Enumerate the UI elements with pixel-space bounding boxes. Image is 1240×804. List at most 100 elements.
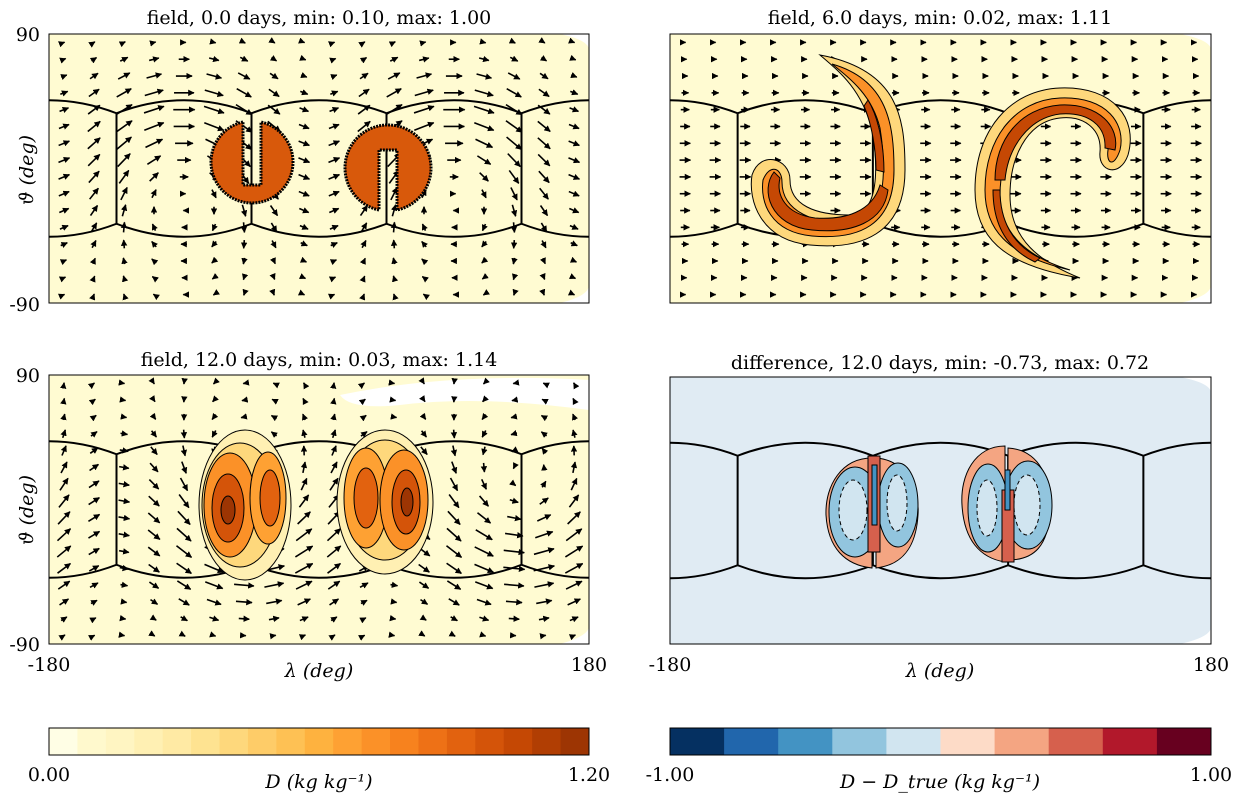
velocity-arrow — [481, 430, 488, 438]
velocity-arrow — [326, 545, 342, 558]
velocity-arrow — [504, 532, 524, 539]
velocity-arrow — [116, 88, 132, 98]
velocity-arrow — [570, 461, 578, 474]
colorbar-swatch — [1156, 728, 1212, 755]
velocity-arrow — [476, 598, 492, 606]
velocity-arrow — [419, 412, 427, 420]
panel-2-xtick-left: -180 — [28, 654, 71, 676]
velocity-arrow — [572, 397, 579, 406]
velocity-arrow — [89, 414, 97, 422]
velocity-arrow — [240, 239, 248, 249]
mesh-line — [116, 99, 252, 115]
velocity-arrow — [235, 598, 253, 606]
velocity-arrow — [241, 257, 248, 265]
velocity-arrow — [237, 72, 251, 80]
velocity-arrow — [211, 256, 219, 264]
velocity-arrow — [328, 123, 340, 130]
mesh-line — [670, 564, 738, 580]
velocity-arrow — [298, 173, 311, 180]
velocity-arrow — [203, 105, 225, 115]
velocity-arrow — [211, 272, 219, 280]
velocity-arrow — [536, 514, 552, 522]
velocity-arrow — [88, 88, 100, 98]
velocity-arrow — [59, 598, 70, 606]
velocity-arrow — [148, 479, 160, 490]
panel-3-xtick-left: -180 — [649, 654, 692, 676]
velocity-arrow — [120, 204, 128, 217]
velocity-arrow — [422, 293, 430, 301]
velocity-arrow — [482, 395, 489, 403]
colorbar-swatch — [886, 728, 941, 755]
velocity-arrow — [118, 531, 130, 538]
velocity-arrow — [87, 120, 101, 133]
velocity-arrow — [478, 495, 490, 507]
velocity-arrow — [148, 581, 160, 589]
velocity-arrow — [236, 88, 252, 98]
velocity-arrow — [540, 431, 548, 438]
mesh-line — [670, 441, 738, 457]
velocity-arrow — [326, 528, 342, 542]
velocity-arrow — [149, 395, 156, 403]
velocity-arrow — [87, 153, 101, 167]
velocity-arrow — [330, 445, 337, 456]
velocity-arrow — [204, 89, 224, 97]
panel-2-blob-left — [198, 429, 292, 581]
velocity-arrow — [330, 616, 338, 623]
colorbar-0-swatches — [49, 728, 590, 755]
velocity-arrow — [418, 56, 430, 63]
panel-2: field, 12.0 days, min: 0.03, max: 1.14 — [9, 349, 607, 682]
mesh-line — [737, 441, 874, 457]
velocity-arrow — [480, 478, 488, 490]
velocity-arrow — [328, 173, 341, 180]
velocity-arrow — [151, 240, 158, 248]
velocity-arrow — [538, 37, 546, 44]
velocity-arrow — [302, 397, 309, 406]
velocity-arrow — [539, 72, 549, 80]
mesh-line — [386, 222, 522, 238]
velocity-arrow — [359, 414, 367, 422]
colorbar-1: -1.00 1.00 D − D_true (kg kg⁻¹) — [646, 727, 1232, 793]
velocity-arrow — [299, 256, 308, 263]
velocity-arrow — [89, 447, 99, 454]
colorbar-swatch — [390, 728, 419, 755]
velocity-arrow — [116, 136, 132, 151]
velocity-arrow — [388, 41, 396, 48]
colorbar-swatch — [304, 728, 334, 755]
velocity-arrow — [509, 497, 519, 504]
velocity-arrow — [206, 73, 223, 80]
velocity-arrow — [151, 258, 159, 266]
mesh-line — [251, 222, 387, 238]
mesh-line — [49, 563, 117, 579]
mesh-line — [386, 99, 522, 115]
velocity-arrow — [299, 54, 307, 61]
velocity-arrow — [302, 413, 308, 421]
velocity-arrow — [238, 615, 250, 622]
velocity-arrow — [568, 190, 580, 197]
velocity-arrow — [210, 189, 217, 199]
velocity-arrow — [266, 598, 283, 605]
velocity-arrow — [474, 581, 494, 590]
velocity-arrow — [419, 614, 427, 621]
velocity-arrow — [359, 617, 367, 624]
velocity-arrow — [481, 412, 489, 420]
velocity-arrow — [175, 545, 193, 558]
velocity-arrow — [60, 241, 68, 248]
velocity-arrow — [508, 615, 520, 622]
velocity-arrow — [149, 40, 157, 47]
velocity-arrow — [179, 477, 189, 492]
velocity-arrow — [328, 634, 336, 641]
mesh-line — [1007, 441, 1144, 457]
velocity-arrow — [59, 57, 67, 64]
colorbar-swatch — [162, 728, 192, 755]
panel-1: field, 6.0 days, min: 0.02, max: 1.11 — [669, 7, 1212, 304]
panel-0-title: field, 0.0 days, min: 0.10, max: 1.00 — [147, 7, 492, 29]
velocity-arrow — [90, 430, 98, 438]
colorbar-swatch — [418, 728, 448, 755]
velocity-arrow — [268, 37, 276, 44]
panel-1-white-corner-b — [1180, 285, 1211, 303]
velocity-arrow — [330, 461, 338, 474]
velocity-arrow — [360, 239, 367, 249]
velocity-arrow — [508, 37, 516, 44]
velocity-arrow — [419, 395, 426, 403]
panel-0-cylinder-right — [343, 123, 433, 212]
